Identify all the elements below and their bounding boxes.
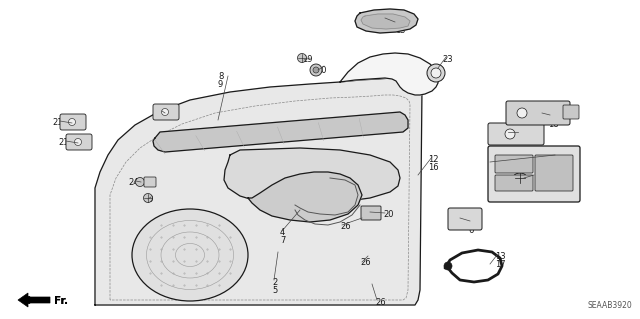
FancyBboxPatch shape — [144, 177, 156, 187]
Text: 8: 8 — [218, 72, 223, 81]
Text: 16: 16 — [428, 163, 438, 172]
Ellipse shape — [143, 194, 152, 203]
Text: 25: 25 — [532, 172, 543, 181]
Polygon shape — [18, 293, 50, 307]
Text: 23: 23 — [442, 55, 452, 64]
Ellipse shape — [505, 129, 515, 139]
FancyBboxPatch shape — [361, 206, 381, 220]
Ellipse shape — [513, 173, 527, 183]
Text: SEAAB3920: SEAAB3920 — [588, 301, 632, 310]
FancyBboxPatch shape — [60, 114, 86, 130]
Ellipse shape — [68, 118, 76, 125]
FancyBboxPatch shape — [153, 104, 179, 120]
Ellipse shape — [74, 138, 81, 145]
Ellipse shape — [136, 177, 145, 187]
Ellipse shape — [427, 64, 445, 82]
Polygon shape — [95, 77, 422, 305]
FancyBboxPatch shape — [495, 155, 533, 173]
Text: Fr.: Fr. — [54, 296, 68, 306]
Ellipse shape — [444, 262, 452, 270]
FancyBboxPatch shape — [488, 146, 580, 202]
Text: 22: 22 — [516, 130, 527, 139]
Text: 4: 4 — [280, 228, 285, 237]
Ellipse shape — [310, 64, 322, 76]
Polygon shape — [248, 172, 362, 222]
Text: 13: 13 — [495, 252, 506, 261]
Text: 19: 19 — [143, 195, 154, 204]
FancyBboxPatch shape — [448, 208, 482, 230]
Polygon shape — [340, 53, 438, 95]
Text: 7: 7 — [280, 236, 285, 245]
Ellipse shape — [132, 209, 248, 301]
FancyBboxPatch shape — [495, 175, 533, 191]
Text: 24: 24 — [128, 178, 138, 187]
Polygon shape — [224, 148, 400, 204]
Text: 15: 15 — [395, 26, 406, 35]
Ellipse shape — [298, 54, 307, 63]
Text: 21: 21 — [58, 138, 68, 147]
FancyBboxPatch shape — [535, 155, 573, 191]
Text: 3: 3 — [468, 218, 474, 227]
Text: 18: 18 — [548, 120, 559, 129]
Text: 21: 21 — [52, 118, 63, 127]
Text: 10: 10 — [316, 66, 326, 75]
Text: Fr.: Fr. — [54, 296, 68, 306]
FancyBboxPatch shape — [488, 123, 544, 145]
Ellipse shape — [161, 108, 168, 115]
Text: 5: 5 — [272, 286, 277, 295]
Text: 17: 17 — [495, 260, 506, 269]
Text: 12: 12 — [428, 155, 438, 164]
Ellipse shape — [517, 108, 527, 118]
Ellipse shape — [313, 67, 319, 73]
Text: 11: 11 — [395, 18, 406, 27]
Text: 9: 9 — [218, 80, 223, 89]
Text: 26: 26 — [360, 258, 371, 267]
Text: 26: 26 — [340, 222, 351, 231]
FancyBboxPatch shape — [506, 101, 570, 125]
FancyBboxPatch shape — [563, 105, 579, 119]
Polygon shape — [153, 112, 408, 152]
Text: 19: 19 — [302, 55, 312, 64]
Text: 2: 2 — [272, 278, 277, 287]
Ellipse shape — [431, 68, 441, 78]
Text: 14: 14 — [548, 112, 559, 121]
Polygon shape — [361, 14, 410, 29]
Text: 20: 20 — [383, 210, 394, 219]
Text: 1: 1 — [553, 152, 558, 161]
Text: 6: 6 — [468, 226, 474, 235]
Text: 21: 21 — [152, 108, 163, 117]
Text: 26: 26 — [375, 298, 386, 307]
Polygon shape — [355, 9, 418, 33]
FancyBboxPatch shape — [66, 134, 92, 150]
